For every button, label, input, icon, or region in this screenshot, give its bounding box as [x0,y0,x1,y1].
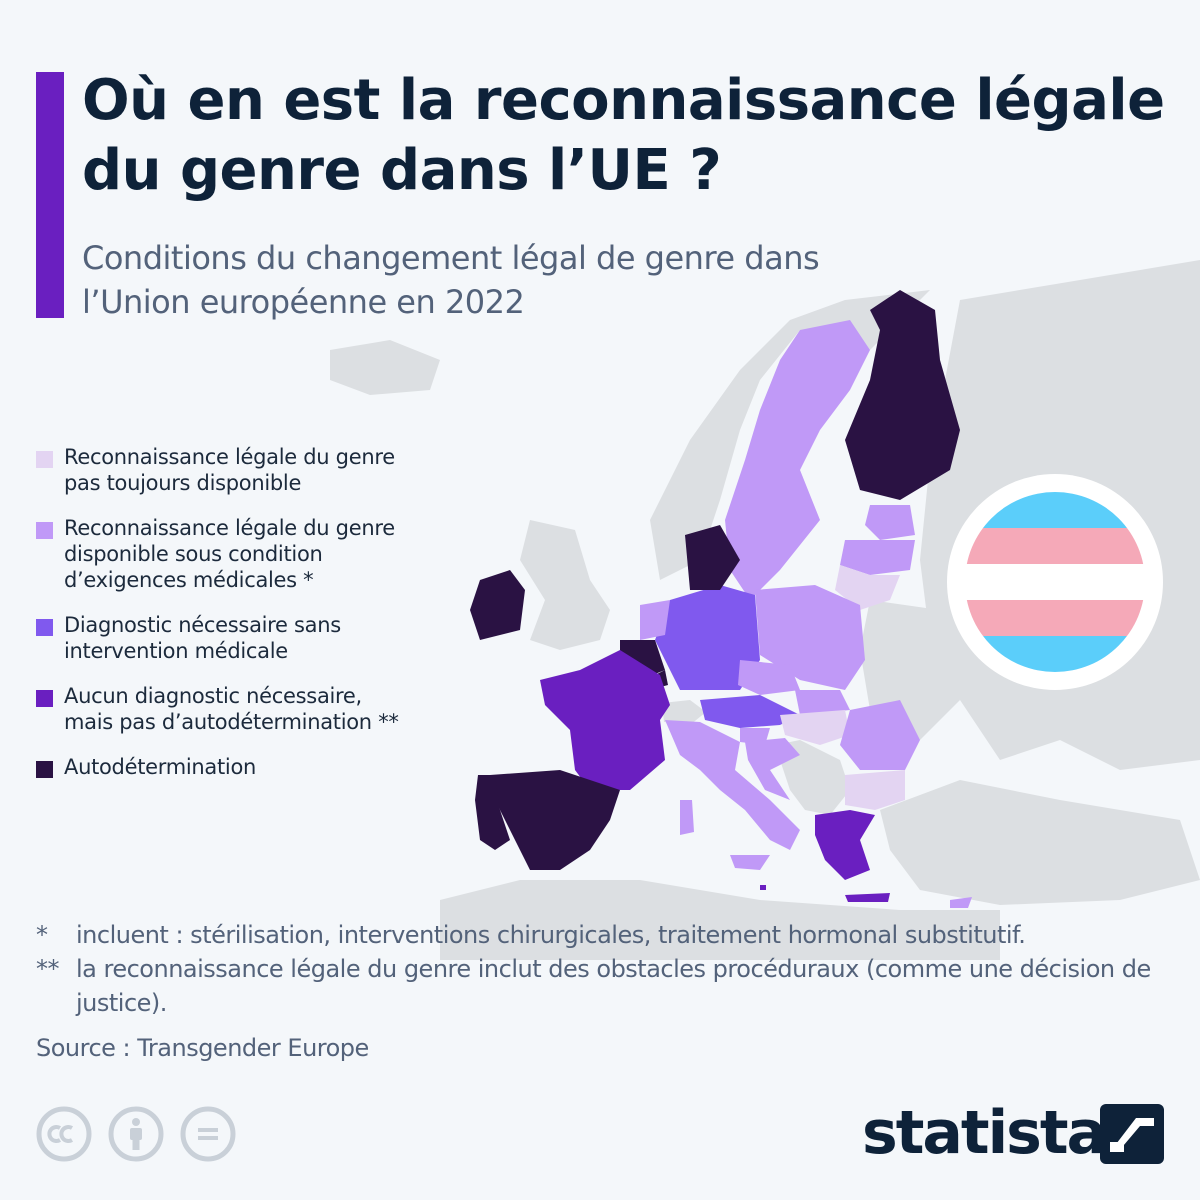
page-title: Où en est la reconnaissance légale du ge… [82,68,1165,203]
footnote-text: incluent : stérilisation, interventions … [76,921,1026,949]
eu-countries [470,290,972,908]
legend-label: Aucun diagnostic nécessaire, mais pas d’… [64,684,399,734]
norway-region [650,290,930,580]
country-spain [490,770,620,870]
legend-label: Reconnaissance légale du genre disponibl… [64,516,395,592]
country-germany [655,585,760,690]
country-poland [755,585,865,690]
country-greece-crete [845,893,890,902]
iceland-region [330,340,440,395]
cc-icon[interactable] [36,1106,92,1162]
country-portugal [475,775,510,850]
country-hungary [780,710,850,745]
attribution-icon[interactable] [108,1106,164,1162]
footnote: * incluent : stérilisation, intervention… [36,918,1176,952]
balkans-region [775,740,850,815]
country-lithuania [835,565,900,610]
legend-item: Aucun diagnostic nécessaire, mais pas d’… [36,683,466,735]
license-icons [36,1106,236,1162]
accent-bar [36,72,64,318]
country-denmark [685,525,740,590]
country-france [540,650,670,790]
transgender-flag-icon [947,474,1163,690]
country-ireland [470,570,525,640]
country-croatia [745,738,800,800]
source-note: Source : Transgender Europe [36,1034,369,1062]
country-greece [815,810,875,880]
country-italy [665,720,800,850]
no-derivatives-icon[interactable] [180,1106,236,1162]
legend-item: Autodétermination [36,754,466,780]
footnotes: * incluent : stérilisation, intervention… [36,918,1176,1020]
country-italy-sardinia [680,800,694,835]
country-romania [840,700,920,770]
country-latvia [840,540,915,575]
legend-item: Diagnostic nécessaire sans intervention … [36,612,466,664]
footnote-text: la reconnaissance légale du genre inclut… [76,955,1151,1017]
statista-logo[interactable]: statista [862,1098,1107,1168]
country-slovakia [795,690,850,715]
legend-swatch [36,522,53,539]
turkey-region [880,780,1200,905]
legend-swatch [36,451,53,468]
legend-swatch [36,761,53,778]
legend-label: Autodétermination [64,755,257,779]
country-austria [700,695,800,728]
country-malta [760,885,766,890]
country-cyprus [950,897,972,908]
statista-logo-icon [1100,1104,1164,1164]
footnote: ** la reconnaissance légale du genre inc… [36,952,1176,1020]
country-czechia [738,660,800,695]
uk-region [520,520,610,650]
legend-item: Reconnaissance légale du genre disponibl… [36,515,466,593]
legend-item: Reconnaissance légale du genre pas toujo… [36,444,466,496]
country-estonia [865,505,915,540]
country-sweden [725,320,870,600]
country-italy-sicily [730,855,770,870]
country-finland [845,290,960,500]
legend: Reconnaissance légale du genre pas toujo… [36,444,466,799]
page-subtitle: Conditions du changement légal de genre … [82,239,820,321]
switzerland-region [662,700,706,725]
legend-swatch [36,690,53,707]
legend-label: Reconnaissance légale du genre pas toujo… [64,445,395,495]
country-netherlands [640,600,670,640]
footnote-mark: * [36,921,48,949]
legend-swatch [36,619,53,636]
north-africa-region [440,880,1000,960]
legend-label: Diagnostic nécessaire sans intervention … [64,613,341,663]
country-bulgaria [845,770,905,810]
footnote-mark: ** [36,955,60,983]
